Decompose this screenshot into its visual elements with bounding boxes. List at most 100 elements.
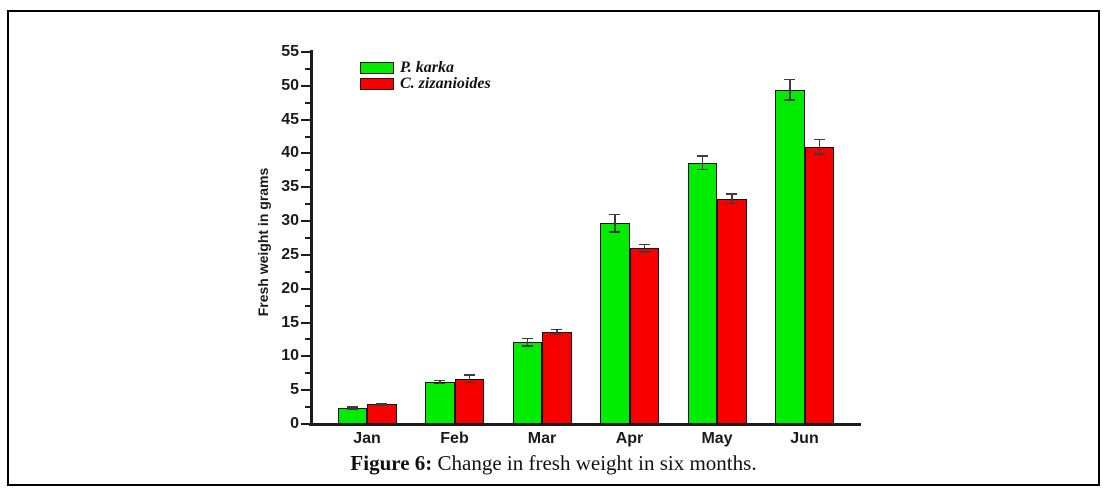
x-axis-line xyxy=(309,423,861,426)
error-bar-cap xyxy=(726,193,738,195)
y-tick-label: 40 xyxy=(281,144,299,162)
y-tick-label: 10 xyxy=(281,347,299,365)
caption-figure-number: Figure 6: xyxy=(350,451,433,475)
y-major-tick xyxy=(301,186,310,189)
y-minor-tick xyxy=(305,135,310,138)
legend-label: P. karka xyxy=(400,59,454,76)
legend-item-p-karka: P. karka xyxy=(360,60,491,76)
bar-green-jan xyxy=(337,407,367,424)
error-bar xyxy=(731,194,733,204)
error-bar xyxy=(351,406,353,409)
error-bar-cap xyxy=(463,381,475,384)
y-tick-label: 5 xyxy=(290,381,299,399)
error-bar xyxy=(789,79,791,100)
y-major-tick xyxy=(301,220,310,223)
error-bar-cap xyxy=(521,337,533,340)
y-major-tick xyxy=(301,355,310,358)
bar-green-feb xyxy=(425,382,455,424)
legend: P. karka C. zizanioides xyxy=(360,60,491,92)
y-minor-tick xyxy=(305,406,310,409)
y-minor-tick xyxy=(305,338,310,341)
legend-label: C. zizanioides xyxy=(400,75,491,92)
y-major-tick xyxy=(301,152,310,155)
y-major-tick xyxy=(301,389,310,392)
y-minor-tick xyxy=(305,67,310,70)
error-bar xyxy=(556,329,558,335)
error-bar xyxy=(701,156,703,170)
figure-caption: Figure 6: Change in fresh weight in six … xyxy=(9,451,1098,476)
y-minor-tick xyxy=(305,237,310,239)
error-bar-cap xyxy=(813,153,825,155)
x-tick-label: Mar xyxy=(527,430,557,447)
error-bar-cap xyxy=(434,379,446,382)
error-bar xyxy=(439,380,441,384)
error-bar-cap xyxy=(609,213,621,216)
y-major-tick xyxy=(301,423,310,425)
error-bar-cap xyxy=(638,251,650,253)
y-major-tick xyxy=(301,84,310,87)
y-tick-label: 35 xyxy=(281,178,299,196)
legend-swatch-red xyxy=(360,78,394,90)
y-major-tick xyxy=(301,253,310,256)
error-bar-cap xyxy=(551,333,563,336)
bar-red-jun xyxy=(804,146,834,424)
x-tick-label: Feb xyxy=(440,430,469,447)
error-bar-cap xyxy=(726,202,738,205)
error-bar-cap xyxy=(696,168,708,171)
bar-green-apr xyxy=(600,223,630,424)
y-minor-tick xyxy=(305,169,310,172)
x-tick-label: Apr xyxy=(615,430,644,447)
bar-red-mar xyxy=(542,332,572,424)
error-bar-cap xyxy=(784,78,796,81)
error-bar xyxy=(468,374,470,383)
error-bar xyxy=(614,214,616,232)
error-bar-cap xyxy=(463,374,475,376)
y-tick-label: 45 xyxy=(281,110,299,128)
y-major-tick xyxy=(301,321,310,324)
bar-green-may xyxy=(687,162,717,424)
error-bar-cap xyxy=(638,243,650,246)
legend-item-c-zizanioides: C. zizanioides xyxy=(360,76,491,92)
y-tick-label: 25 xyxy=(281,245,299,263)
y-tick-label: 30 xyxy=(281,212,299,230)
y-tick-label: 20 xyxy=(281,279,299,297)
error-bar-cap xyxy=(376,404,388,406)
y-minor-tick xyxy=(305,304,310,307)
error-bar-cap xyxy=(813,138,825,140)
bar-red-apr xyxy=(629,248,659,424)
error-bar xyxy=(643,244,645,252)
y-major-tick xyxy=(301,287,310,290)
x-tick-label: May xyxy=(701,430,733,447)
y-minor-tick xyxy=(305,101,310,104)
y-minor-tick xyxy=(305,203,310,206)
error-bar-cap xyxy=(346,406,358,408)
bar-red-jan xyxy=(367,404,397,424)
error-bar-cap xyxy=(376,402,388,405)
x-tick-label: Jun xyxy=(790,430,819,447)
y-tick-label: 0 xyxy=(290,415,299,432)
y-major-tick xyxy=(301,51,310,53)
y-tick-label: 15 xyxy=(281,313,299,331)
y-minor-tick xyxy=(305,270,310,273)
bar-red-feb xyxy=(454,378,484,424)
y-axis-line xyxy=(310,50,313,426)
error-bar-cap xyxy=(346,408,358,410)
y-tick-label: 50 xyxy=(281,76,299,94)
y-tick-label: 55 xyxy=(281,43,299,60)
error-bar-cap xyxy=(784,99,796,101)
y-major-tick xyxy=(301,118,310,121)
bar-red-may xyxy=(717,198,747,424)
x-tick-label: Jan xyxy=(353,430,381,447)
error-bar-cap xyxy=(521,345,533,347)
bar-green-jun xyxy=(775,89,805,424)
bar-green-mar xyxy=(512,342,542,424)
error-bar-cap xyxy=(696,155,708,157)
error-bar xyxy=(818,139,820,155)
legend-swatch-green xyxy=(360,62,394,74)
error-bar-cap xyxy=(609,231,621,233)
y-minor-tick xyxy=(305,372,310,375)
error-bar xyxy=(526,338,528,346)
error-bar-cap xyxy=(551,328,563,331)
error-bar-cap xyxy=(434,382,446,385)
